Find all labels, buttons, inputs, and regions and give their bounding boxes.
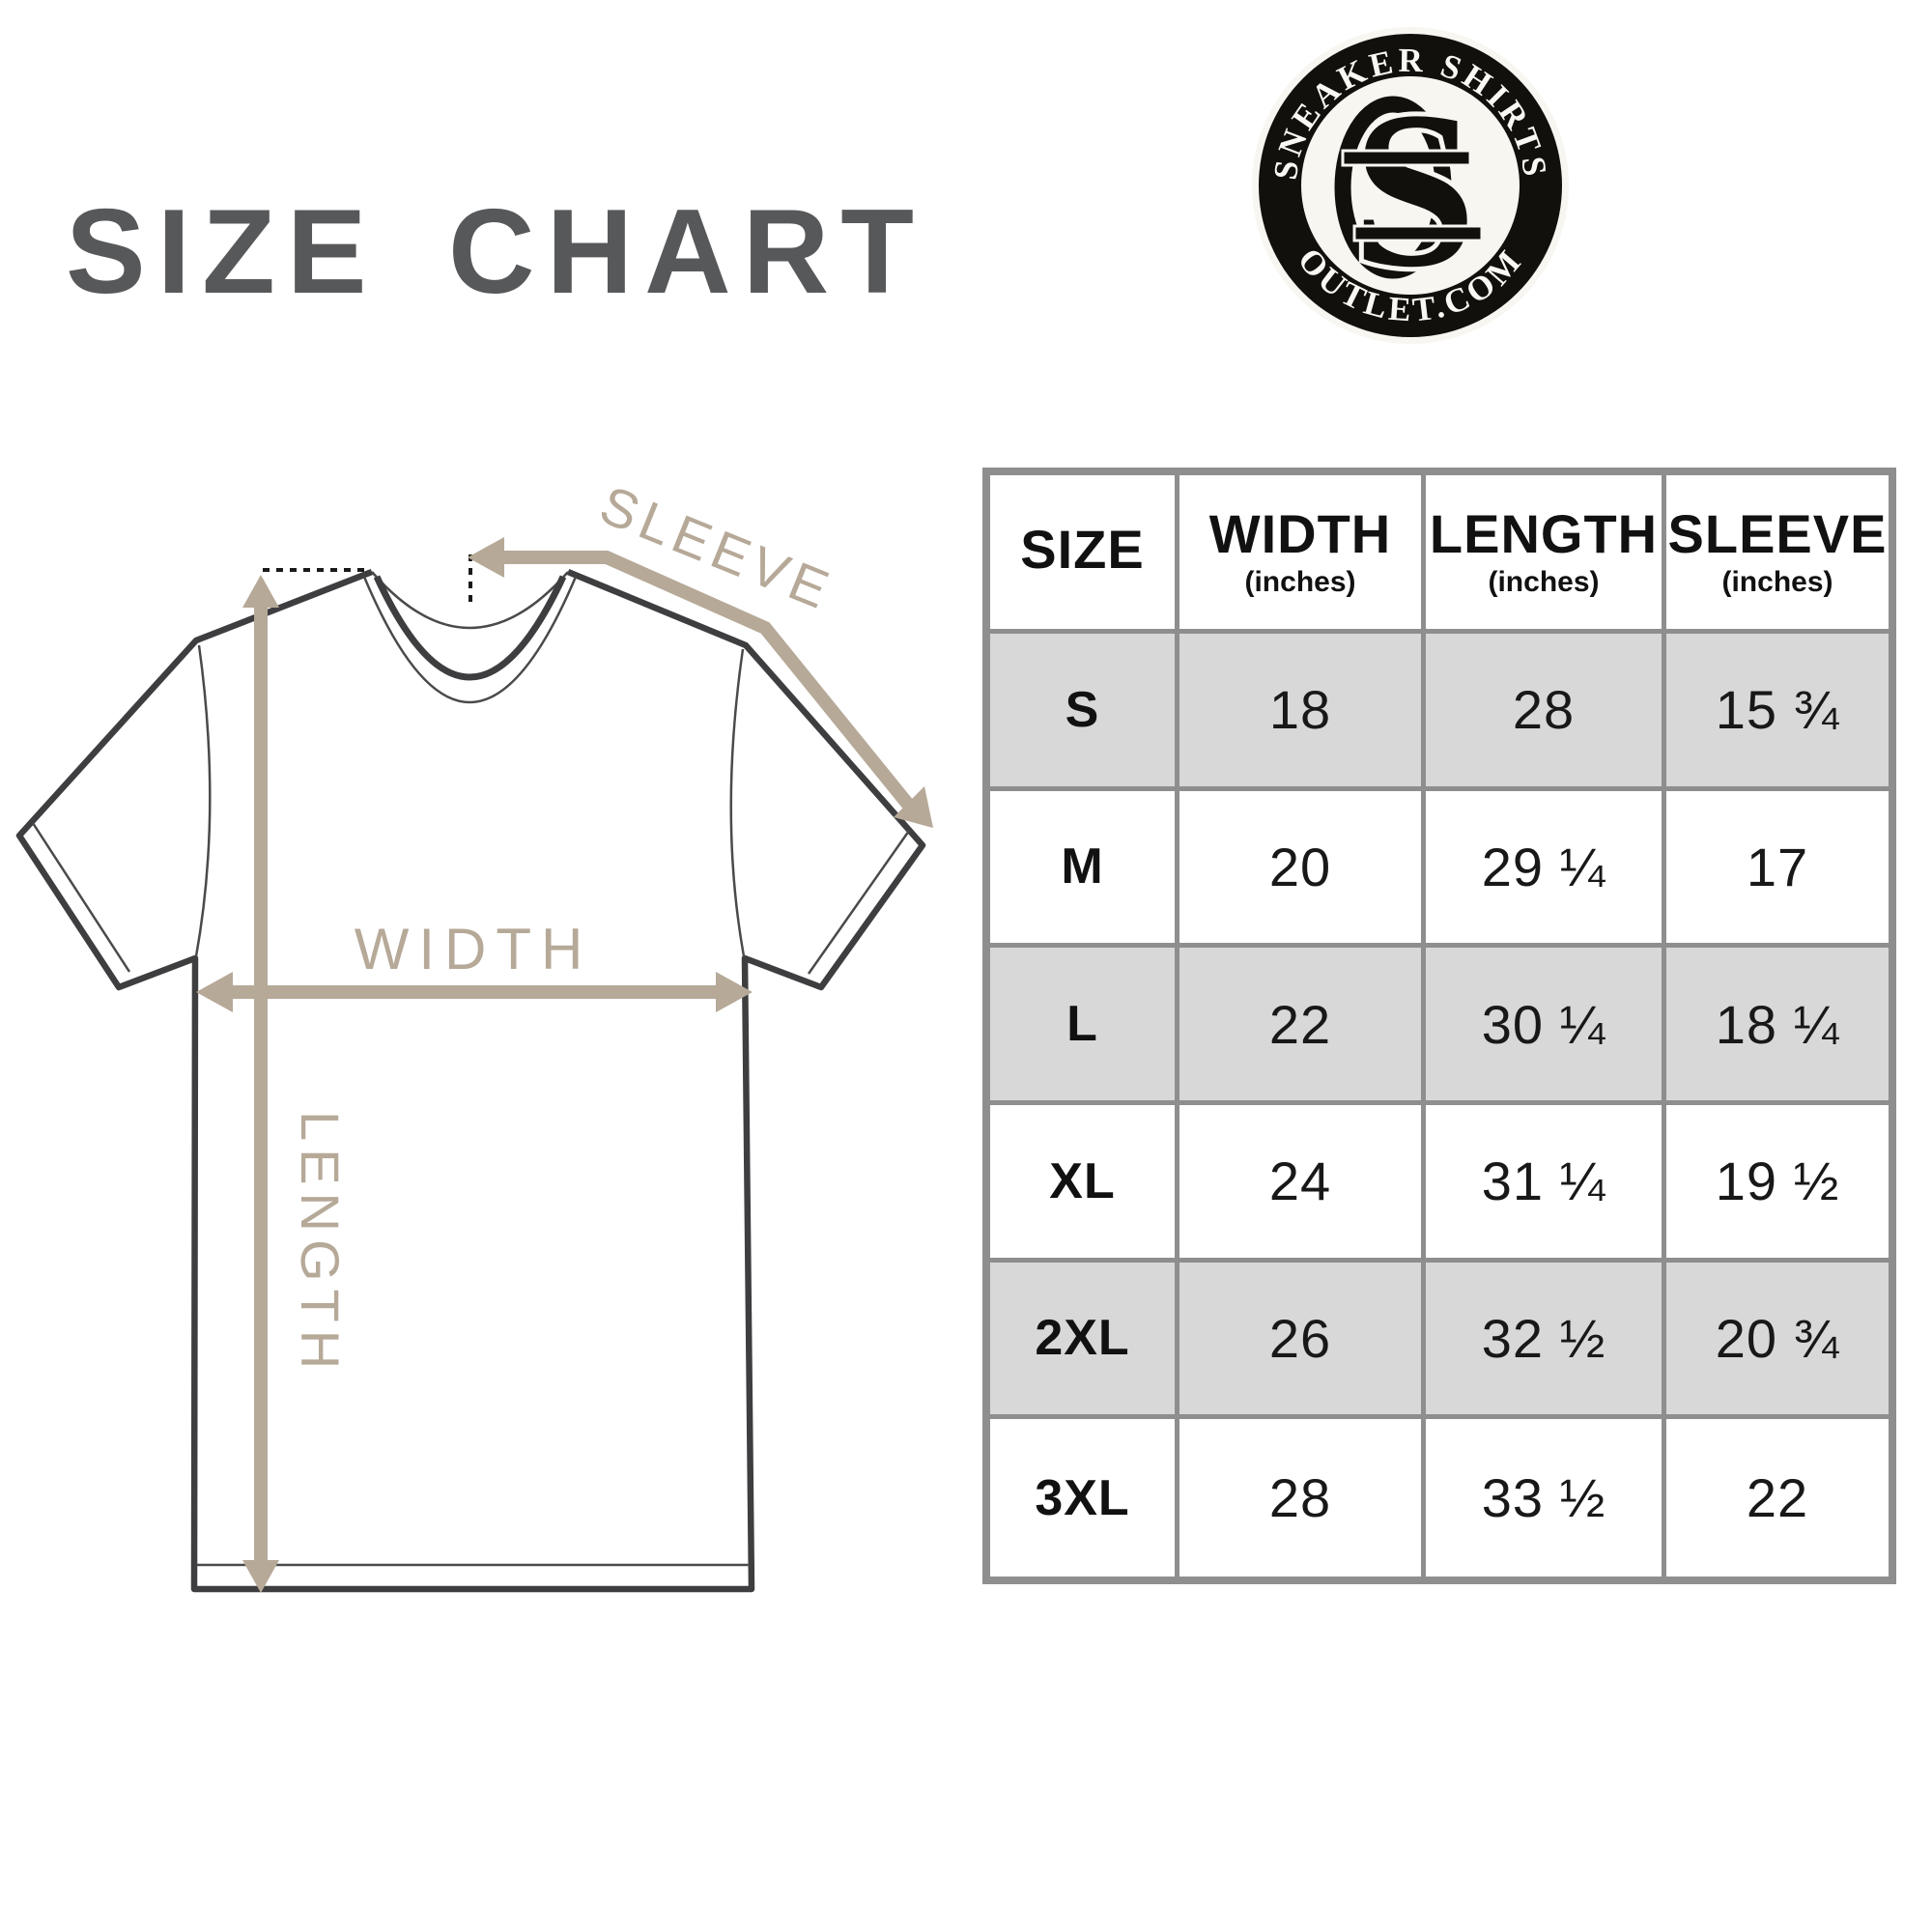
col-header-width: WIDTH (inches) <box>1179 475 1426 634</box>
monogram-bar-top <box>1341 149 1472 167</box>
tshirt-measurement-diagram: WIDTH LENGTH SLEEVE <box>15 473 933 1593</box>
size-row-label: S <box>990 634 1179 791</box>
logo-ss-monogram-icon: S <box>1334 61 1484 319</box>
page-title: SIZE CHART <box>66 185 925 319</box>
size-row-label: 2XL <box>990 1262 1179 1420</box>
size-row-label: M <box>990 790 1179 949</box>
size-row-label: 3XL <box>990 1419 1179 1577</box>
measure-cell-sleeve: 22 <box>1746 1467 1809 1529</box>
col-header-sub: (inches) <box>1721 566 1833 599</box>
measure-cell-width: 22 <box>1179 948 1426 1105</box>
measure-cell-length: 30 ¼ <box>1426 948 1666 1105</box>
tshirt-outline-stroke <box>15 568 926 1593</box>
right-armhole-seam <box>729 648 746 957</box>
measure-cell-sleeve: 17 <box>1666 791 1889 949</box>
left-armhole-seam <box>194 644 212 957</box>
monogram-o-ring <box>1334 96 1452 279</box>
col-header-label: WIDTH <box>1208 503 1392 565</box>
size-row-label: L <box>990 948 1179 1105</box>
measure-cell-width: 28 <box>1179 1419 1426 1577</box>
measure-cell-sleeve: 20 ¾ <box>1666 1262 1889 1420</box>
col-header-label: SLEEVE <box>1667 503 1888 565</box>
width-arrow <box>196 972 753 1012</box>
size-row-label: XL <box>990 1105 1179 1263</box>
sneaker-shirts-outlet-logo-icon: SNEAKER SHIRTS OUTLET.COM S <box>1252 27 1569 344</box>
measure-cell-sleeve: 18 ¼ <box>1666 948 1889 1105</box>
measure-cell-length: 33 ½ <box>1426 1419 1666 1577</box>
length-label: LENGTH <box>290 1111 351 1377</box>
size-table: SIZE WIDTH (inches) LENGTH (inches) SLEEVE… <box>982 468 1896 1584</box>
width-label: WIDTH <box>355 917 593 981</box>
monogram-bar-bottom <box>1352 224 1484 242</box>
left-cuff-seam <box>31 822 131 973</box>
measure-cell-width: 24 <box>1179 1105 1426 1263</box>
col-header-sleeve: SLEEVE (inches) <box>1666 475 1889 634</box>
measure-cell-sleeve: 15 ¾ <box>1666 634 1889 791</box>
col-header-sub: (inches) <box>1244 566 1356 599</box>
collar-bottom-seam <box>362 576 578 704</box>
collar-top-seam <box>371 571 569 630</box>
measure-cell-width: 26 <box>1179 1262 1426 1420</box>
measure-cell-width: 20 <box>1179 790 1426 949</box>
length-arrow <box>242 575 279 1593</box>
col-header-length: LENGTH (inches) <box>1426 475 1666 634</box>
measure-cell-length: 28 <box>1426 634 1666 791</box>
measure-cell-length: 32 ½ <box>1426 1262 1666 1420</box>
collar-opening <box>373 575 567 681</box>
col-header-label: SIZE <box>1020 519 1145 581</box>
right-cuff-seam <box>807 830 911 975</box>
col-header-size: SIZE <box>990 475 1179 634</box>
measure-cell-width: 18 <box>1179 634 1426 791</box>
measure-cell-length: 29 ¼ <box>1426 790 1666 949</box>
col-header-sub: (inches) <box>1488 566 1600 599</box>
col-header-label: LENGTH <box>1429 503 1659 565</box>
measure-cell-length: 31 ¼ <box>1426 1105 1666 1263</box>
measure-cell-sleeve: 19 ½ <box>1666 1105 1889 1263</box>
sleeve-arrow <box>468 537 933 828</box>
tshirt-outline <box>19 572 923 1589</box>
monogram-s-letter: S <box>1351 66 1476 314</box>
